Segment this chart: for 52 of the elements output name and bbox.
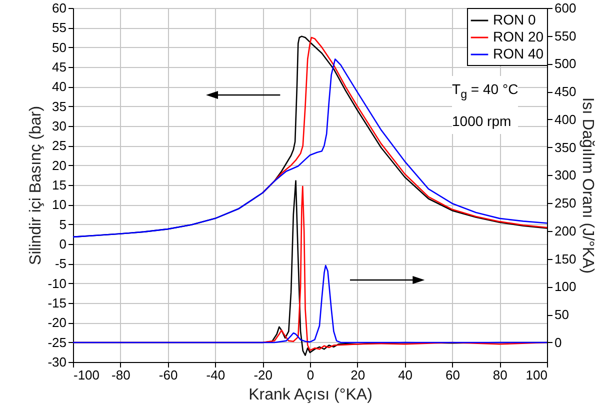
y-tick-label: 40 [52, 79, 66, 94]
x-tick-label: 100 [526, 368, 548, 382]
y2-tick-label: 500 [554, 56, 576, 72]
x-tick-label: -40 [206, 368, 226, 382]
y2-tick-label: 450 [554, 84, 576, 100]
x-tick-label: -60 [158, 368, 178, 382]
x-tick-label: 60 [445, 368, 460, 382]
y-tick-label: 30 [52, 118, 66, 134]
y2-axis-title: Isı Dağılım Oranı (J/°KA) [579, 97, 596, 274]
y2-tick-label: 100 [554, 279, 576, 294]
line-series [72, 264, 548, 344]
y-tick-label: 20 [52, 158, 66, 173]
annotation: 1000 rpm [452, 112, 512, 131]
y-tick-label: -30 [48, 354, 66, 370]
annotation: T$_{g}$ = 40 °C [452, 80, 518, 103]
y-tick-label: 10 [52, 197, 66, 212]
y-tick-label: 50 [52, 40, 66, 55]
legend-label: RON 20 [493, 28, 544, 44]
y-tick-label: 55 [52, 20, 66, 36]
legend-label: RON 40 [493, 46, 544, 62]
y2-tick-label: 400 [554, 112, 576, 127]
y2-tick-label: 0 [554, 334, 562, 350]
y-tick-label: 0 [59, 236, 66, 252]
x-axis-title: Krank Açısı (°KA) [248, 386, 372, 404]
x-tick-label: -100 [74, 368, 100, 382]
y-tick-label: -10 [48, 276, 66, 291]
y2-tick-label: 300 [554, 168, 576, 183]
x-tick-label: 40 [398, 368, 413, 382]
y-tick-label: -15 [48, 296, 66, 310]
y2-tick-label: 150 [554, 251, 576, 266]
y-tick-label: -20 [48, 315, 66, 330]
y-tick-label: 25 [52, 138, 66, 154]
y-tick-label: 5 [59, 216, 66, 232]
y-tick-label: 35 [52, 98, 66, 114]
y2-tick-label: 50 [554, 307, 569, 322]
x-tick-label: -80 [112, 368, 130, 382]
y-tick-label: -5 [54, 256, 66, 272]
x-tick-label: 20 [350, 368, 366, 382]
y-axis-title: Silindir içi Basınç (bar) [28, 106, 45, 266]
y2-tick-label: 250 [554, 196, 576, 211]
x-tick-label: -20 [254, 368, 272, 382]
legend-label: RON 0 [493, 12, 536, 28]
y-tick-label: 60 [52, 0, 66, 16]
y-tick-label: 45 [52, 60, 66, 74]
y-tick-label: 15 [52, 178, 66, 192]
x-tick-label: 80 [492, 368, 508, 382]
y2-tick-label: 600 [554, 0, 576, 16]
y2-tick-label: 350 [554, 140, 576, 155]
x-tick-label: 0 [306, 368, 314, 382]
y2-tick-label: 200 [554, 223, 576, 238]
y-tick-label: -25 [48, 334, 66, 350]
y2-tick-label: 550 [554, 28, 576, 44]
